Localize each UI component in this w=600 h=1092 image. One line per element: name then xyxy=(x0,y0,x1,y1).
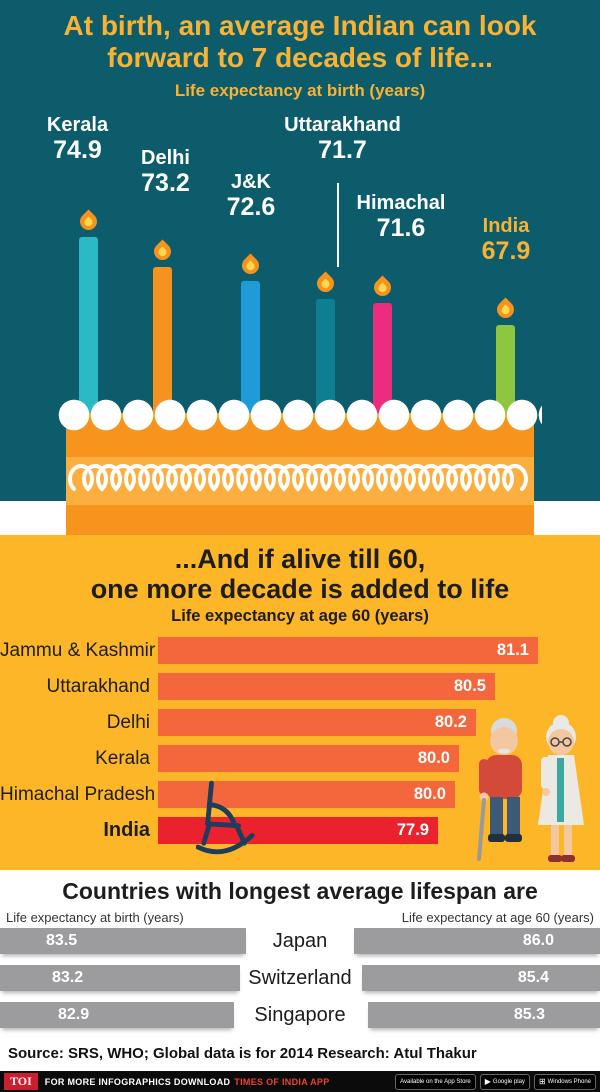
app-store-badge[interactable]: Available on the App Store xyxy=(395,1073,476,1090)
badge-label: Available on the App Store xyxy=(400,1078,471,1085)
uttarakhand-pointer-line xyxy=(337,183,339,267)
elderly-couple-illustration xyxy=(477,715,584,862)
candle-label-jk: J&K 72.6 xyxy=(226,171,276,222)
google-play-badge[interactable]: ▶ Google play xyxy=(479,1073,530,1090)
country-row-switzerland: 83.2 85.4 Switzerland xyxy=(0,965,600,991)
flame-icon xyxy=(493,297,518,322)
countries-title: Countries with longest average lifespan … xyxy=(62,878,538,904)
candle-delhi xyxy=(150,239,175,417)
flame-icon xyxy=(238,253,263,278)
bar-label: India xyxy=(103,819,150,842)
candle-label-kerala: Kerala 74.9 xyxy=(46,114,109,165)
right-column-header: Life expectancy at age 60 (years) xyxy=(401,910,594,925)
cake-icing-band xyxy=(66,457,534,505)
country-row-singapore: 82.9 85.3 Singapore xyxy=(0,1002,600,1028)
flame-icon xyxy=(150,239,175,264)
candle-label-himachal: Himachal 71.6 xyxy=(356,192,446,243)
app-promo-bar: TOI FOR MORE INFOGRAPHICS DOWNLOAD TIMES … xyxy=(0,1071,600,1092)
countries-column-headers: Life expectancy at birth (years) Life ex… xyxy=(0,905,600,928)
bar-value: 80.0 xyxy=(417,749,450,768)
flame-core xyxy=(156,245,169,258)
country-name: Switzerland xyxy=(248,967,352,989)
promo-text-white: FOR MORE INFOGRAPHICS DOWNLOAD xyxy=(44,1076,231,1087)
candle-label-india: India 67.9 xyxy=(481,215,531,266)
age60-expectancy-section: ...And if alive till 60, one more decade… xyxy=(0,535,600,870)
candle-stick xyxy=(496,325,515,417)
birth-expectancy-section: At birth, an average Indian can look for… xyxy=(0,0,600,535)
birth-value-bar: 83.5 xyxy=(0,928,246,954)
bar-value: 80.0 xyxy=(413,785,446,804)
promo-text-red: TIMES OF INDIA APP xyxy=(234,1076,330,1087)
flame-core xyxy=(82,215,95,228)
age60-title-line2: one more decade is added to life xyxy=(90,574,510,605)
candle-label-uttarakhand: Uttarakhand 71.7 xyxy=(284,114,401,165)
candle-stick xyxy=(153,267,172,417)
bar-value: 77.9 xyxy=(396,821,429,840)
cake-frosting-balls xyxy=(58,399,542,431)
candle-label-delhi: Delhi 73.2 xyxy=(141,147,190,198)
badge-label: Windows Phone xyxy=(547,1078,591,1085)
bar-row-uttarakhand: Uttarakhand 80.5 xyxy=(0,673,600,701)
left-column-header: Life expectancy at birth (years) xyxy=(6,910,184,925)
bar: 80.2 xyxy=(158,709,476,737)
main-title-line2: forward to 7 decades of life... xyxy=(107,42,493,74)
bar: 80.5 xyxy=(158,673,495,701)
candle-india xyxy=(493,297,518,417)
bar-row-delhi: Delhi 80.2 xyxy=(0,709,600,737)
bar-row-jammu-kashmir: Jammu & Kashmir 81.1 xyxy=(0,637,600,665)
age60-title-line1: ...And if alive till 60, xyxy=(174,544,426,574)
birth-value-bar: 83.2 xyxy=(0,965,240,991)
birth-value-bar: 82.9 xyxy=(0,1002,234,1028)
age60-value-bar: 85.3 xyxy=(368,1002,600,1028)
candle-himachal xyxy=(370,275,395,417)
bar-label: Jammu & Kashmir xyxy=(0,639,156,661)
windows-phone-badge[interactable]: ⊞ Windows Phone xyxy=(533,1073,596,1090)
main-title: At birth, an average Indian can look for… xyxy=(0,0,600,74)
age60-chart-subtitle: Life expectancy at age 60 (years) xyxy=(171,607,429,626)
bar-value: 80.2 xyxy=(434,713,467,732)
bar-label: Uttarakhand xyxy=(46,675,150,697)
flame-icon xyxy=(313,271,338,296)
source-line: Source: SRS, WHO; Global data is for 201… xyxy=(0,1035,600,1071)
bar: 81.1 xyxy=(158,637,538,665)
country-row-japan: 83.5 86.0 Japan xyxy=(0,928,600,954)
promo-text: FOR MORE INFOGRAPHICS DOWNLOAD TIMES OF I… xyxy=(45,1077,330,1087)
icing-squiggle xyxy=(68,463,528,492)
bar-value: 80.5 xyxy=(453,677,486,696)
age60-value-bar: 85.4 xyxy=(362,965,600,991)
flame-icon xyxy=(76,209,101,234)
bar-value: 81.1 xyxy=(496,641,529,660)
bar: 80.0 xyxy=(158,745,459,773)
flame-core xyxy=(244,259,257,272)
flame-icon xyxy=(370,275,395,300)
badge-label: Google play xyxy=(492,1078,525,1085)
candle-stick xyxy=(373,303,392,417)
candle-uttarakhand xyxy=(313,271,338,417)
candle-jk xyxy=(238,253,263,417)
bar-label: Delhi xyxy=(106,711,150,733)
candle-stick xyxy=(241,281,260,417)
play-icon: ▶ xyxy=(484,1077,491,1086)
rocking-chair-icon xyxy=(196,780,255,855)
country-name: Singapore xyxy=(254,1004,346,1026)
flame-core xyxy=(376,281,389,294)
windows-icon: ⊞ xyxy=(538,1077,546,1086)
birth-chart-subtitle: Life expectancy at birth (years) xyxy=(174,81,426,101)
bar-label: Himachal Pradesh xyxy=(0,783,156,805)
countries-section: Countries with longest average lifespan … xyxy=(0,870,600,1035)
candle-kerala xyxy=(76,209,101,417)
flame-core xyxy=(319,277,332,290)
candle-stick xyxy=(79,237,98,417)
toi-logo: TOI xyxy=(4,1073,38,1090)
bar-label: Kerala xyxy=(95,747,150,769)
store-badges: Available on the App Store ▶ Google play … xyxy=(395,1073,596,1090)
flame-core xyxy=(499,303,512,316)
age60-value-bar: 86.0 xyxy=(354,928,600,954)
bar-row-kerala: Kerala 80.0 xyxy=(0,745,600,773)
country-name: Japan xyxy=(272,930,328,952)
main-title-line1: At birth, an average Indian can look xyxy=(63,10,537,41)
age60-title: ...And if alive till 60, one more decade… xyxy=(0,535,600,604)
candle-stick xyxy=(316,299,335,417)
